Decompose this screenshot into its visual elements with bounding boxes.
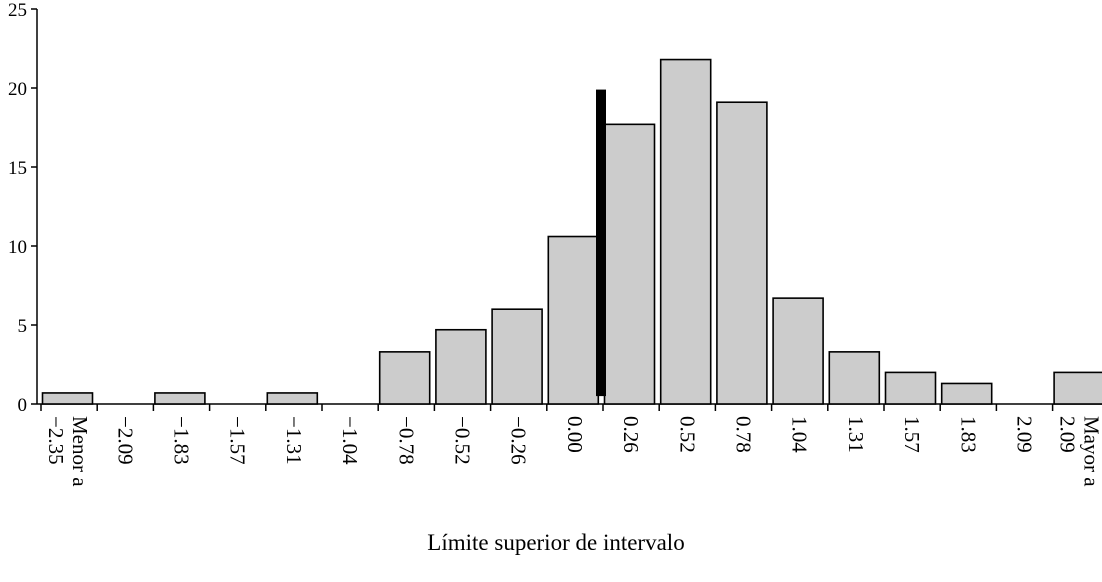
reference-marker [596, 89, 606, 397]
bar [716, 101, 768, 405]
x-axis-label: Límite superior de intervalo [427, 530, 684, 555]
y-tick-label: 5 [18, 316, 28, 337]
bar [884, 371, 937, 405]
bar [435, 328, 487, 405]
y-tick-label: 15 [8, 158, 27, 179]
x-tick-label: 1.83 [956, 416, 980, 453]
bar [41, 392, 94, 405]
x-tick-label: 1.57 [900, 416, 924, 453]
x-tick-label: −1.83 [170, 416, 194, 465]
x-tick-label: −1.31 [282, 416, 306, 465]
x-tick-label: 0.26 [619, 416, 643, 453]
x-tick-label: Menor a−2.35 [44, 416, 92, 487]
bar [547, 235, 600, 405]
x-tick-label: 0.78 [732, 416, 756, 453]
x-tick-label: −1.57 [226, 416, 250, 465]
y-tick-label: 25 [8, 0, 27, 21]
bar [378, 351, 431, 405]
x-tick-label: 2.09 [1013, 416, 1037, 453]
bar [154, 392, 206, 405]
bars [41, 58, 1102, 405]
y-tick-label: 20 [8, 79, 27, 100]
x-tick-label: −1.04 [338, 416, 362, 465]
y-tick-label: 10 [8, 237, 27, 258]
bar [1053, 371, 1102, 405]
bar [940, 382, 993, 405]
bar [603, 123, 656, 405]
x-tick-label: 1.04 [788, 416, 812, 453]
x-tick-label: −0.78 [394, 416, 418, 465]
bar [659, 58, 712, 405]
x-tick-label: 0.52 [675, 416, 699, 453]
x-tick-label: −0.52 [451, 416, 475, 465]
y-tick-label: 0 [18, 395, 28, 416]
bar [491, 308, 543, 405]
y-tick-labels: 0 5 10 15 20 25 [8, 0, 27, 416]
bar [828, 351, 881, 405]
bar [772, 297, 824, 405]
x-tick-label: Mayor a2.09 [1056, 416, 1102, 487]
bar [266, 392, 319, 405]
reference-line [596, 89, 606, 397]
x-tick-labels: Menor a−2.35 −2.09 −1.83 −1.57 −1.31 −1.04 −0.… [44, 416, 1102, 487]
x-tick-label: 1.31 [844, 416, 868, 453]
x-tick-label: −0.26 [507, 416, 531, 465]
x-tick-label: 0.00 [563, 416, 587, 453]
x-tick-label: −2.09 [113, 416, 137, 465]
